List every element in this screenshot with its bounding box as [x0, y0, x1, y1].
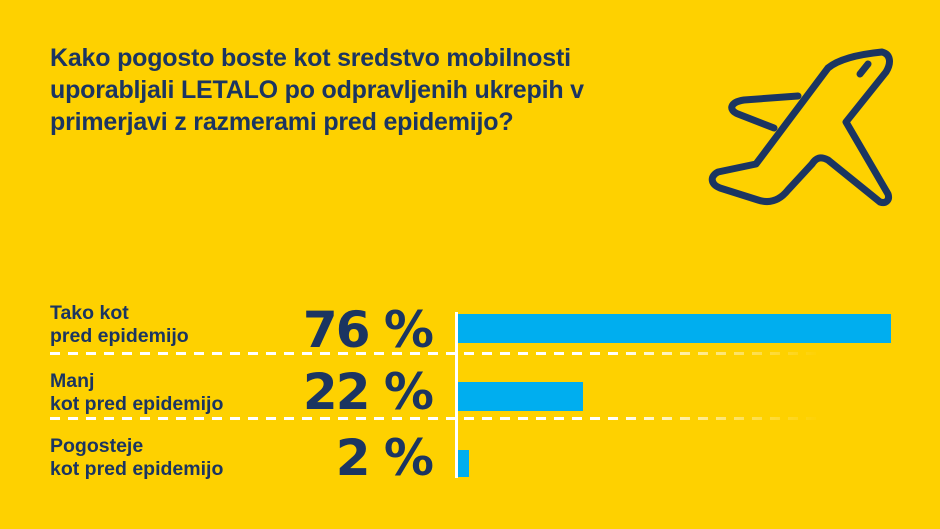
row-divider: [50, 352, 830, 355]
row-label-less: Manj kot pred epidemijo: [50, 370, 224, 415]
airplane-icon: [708, 48, 893, 206]
row-divider: [50, 417, 830, 420]
chart-axis: [455, 312, 458, 478]
bar-same: [458, 314, 891, 343]
row-value-less: 22 %: [302, 363, 434, 421]
bar-less: [458, 382, 583, 411]
chart-title: Kako pogosto boste kot sredstvo mobilnos…: [50, 44, 584, 136]
row-value-same: 76 %: [302, 301, 434, 359]
row-label-same: Tako kot pred epidemijo: [50, 302, 189, 347]
bar-more: [458, 450, 469, 477]
row-label-more: Pogosteje kot pred epidemijo: [50, 435, 224, 480]
row-value-more: 2 %: [335, 429, 434, 487]
